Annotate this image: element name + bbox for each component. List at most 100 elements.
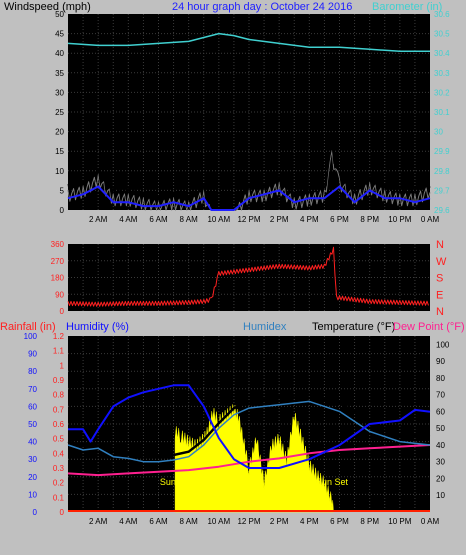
temp-x-tick: 4 AM bbox=[119, 517, 138, 526]
temp-x-tick: 10 PM bbox=[388, 517, 411, 526]
windspeed-series-line bbox=[67, 144, 431, 211]
wind-y-tick: 50 bbox=[55, 10, 64, 19]
temp-x-tick: 10 AM bbox=[207, 517, 230, 526]
humidity-y-tick: 90 bbox=[28, 350, 37, 359]
barometer-y-tick: 29.8 bbox=[434, 167, 450, 176]
direction-y-tick: 90 bbox=[55, 290, 64, 299]
temperature-y-tick: 50 bbox=[436, 424, 445, 433]
humidity-y-tick: 50 bbox=[28, 420, 37, 429]
wind-y-tick: 0 bbox=[60, 206, 65, 215]
sunrise-label: Sun Rise bbox=[160, 477, 197, 487]
dewpoint-axis-label: Dew Point (°F) bbox=[393, 321, 465, 333]
rainfall-y-tick: 0.2 bbox=[53, 479, 65, 488]
temp-x-tick: 8 AM bbox=[180, 517, 199, 526]
wind-x-tick: 8 AM bbox=[180, 215, 199, 224]
barometer-axis-label: Barometer (in) bbox=[372, 1, 442, 13]
compass-letter: E bbox=[436, 289, 443, 301]
dewpoint-series-line bbox=[67, 444, 431, 477]
rainfall-y-tick: 0.9 bbox=[53, 376, 65, 385]
rainfall-y-tick: 0.8 bbox=[53, 391, 65, 400]
direction-y-tick: 270 bbox=[51, 257, 65, 266]
temperature-y-tick: 100 bbox=[436, 340, 450, 349]
rainfall-y-tick: 0.1 bbox=[53, 493, 65, 502]
humidity-axis-label: Humidity (%) bbox=[66, 321, 129, 333]
rainfall-axis-label: Rainfall (in) bbox=[0, 321, 56, 333]
compass-letter: S bbox=[436, 273, 443, 285]
wind-y-tick: 30 bbox=[55, 88, 64, 97]
wind-axis-label: Windspeed (mph) bbox=[4, 1, 91, 13]
wind-x-tick: 10 PM bbox=[388, 215, 411, 224]
temperature-y-tick: 30 bbox=[436, 458, 445, 467]
wind-y-tick: 15 bbox=[55, 147, 64, 156]
barometer-series-line bbox=[67, 32, 430, 52]
humidex-series-line bbox=[67, 400, 431, 463]
wind-y-tick: 20 bbox=[55, 128, 64, 137]
barometer-y-tick: 30.6 bbox=[434, 10, 450, 19]
rainfall-y-tick: 0.6 bbox=[53, 420, 65, 429]
compass-letter: N bbox=[436, 239, 444, 251]
rainfall-y-tick: 1 bbox=[60, 361, 65, 370]
rainfall-y-tick: 0.3 bbox=[53, 464, 65, 473]
wind-direction-series-line bbox=[67, 246, 429, 307]
humidity-y-tick: 60 bbox=[28, 402, 37, 411]
humidity-series-line bbox=[68, 384, 431, 469]
avg-wind-series-line bbox=[67, 185, 431, 211]
direction-y-tick: 360 bbox=[51, 240, 65, 249]
barometer-y-tick: 29.7 bbox=[434, 186, 450, 195]
wind-y-tick: 10 bbox=[55, 167, 64, 176]
wind-y-tick: 5 bbox=[60, 186, 65, 195]
temperature-y-tick: 70 bbox=[436, 391, 445, 400]
humidity-y-tick: 0 bbox=[33, 508, 38, 517]
humidity-y-tick: 30 bbox=[28, 455, 37, 464]
temp-x-tick: 12 PM bbox=[237, 517, 260, 526]
temperature-y-tick: 60 bbox=[436, 407, 445, 416]
wind-x-tick: 2 AM bbox=[89, 215, 108, 224]
temp-x-tick: 6 AM bbox=[149, 517, 168, 526]
wind-x-tick: 4 PM bbox=[300, 215, 319, 224]
wind-y-tick: 40 bbox=[55, 49, 64, 58]
rainfall-y-tick: 0 bbox=[60, 508, 65, 517]
barometer-y-tick: 29.6 bbox=[434, 206, 450, 215]
wind-y-tick: 45 bbox=[55, 30, 64, 39]
wind-x-tick: 6 PM bbox=[330, 215, 349, 224]
barometer-y-tick: 30.5 bbox=[434, 30, 450, 39]
temp-x-tick: 2 PM bbox=[270, 517, 289, 526]
humidity-y-tick: 10 bbox=[28, 490, 37, 499]
gust-series-line bbox=[67, 150, 431, 211]
temperature-axis-label: Temperature (°F) bbox=[312, 321, 395, 333]
wind-x-tick: 6 AM bbox=[149, 215, 168, 224]
barometer-y-tick: 30 bbox=[434, 128, 443, 137]
humidity-y-tick: 100 bbox=[24, 332, 38, 341]
barometer-y-tick: 29.9 bbox=[434, 147, 450, 156]
rainfall-y-tick: 0.5 bbox=[53, 435, 65, 444]
humidity-y-tick: 70 bbox=[28, 385, 37, 394]
humidity-y-tick: 80 bbox=[28, 367, 37, 376]
temperature-y-tick: 40 bbox=[436, 441, 445, 450]
temperature-series-line bbox=[67, 393, 431, 458]
temp-x-tick: 2 AM bbox=[89, 517, 108, 526]
temperature-y-tick: 80 bbox=[436, 374, 445, 383]
compass-letter: N bbox=[436, 306, 444, 318]
temp-x-tick: 4 PM bbox=[300, 517, 319, 526]
chart-title: 24 hour graph day : October 24 2016 bbox=[172, 1, 352, 13]
wind-x-tick: 8 PM bbox=[360, 215, 379, 224]
direction-y-tick: 180 bbox=[51, 274, 65, 283]
rainfall-y-tick: 0.7 bbox=[53, 405, 65, 414]
temp-x-tick: 8 PM bbox=[360, 517, 379, 526]
wind-y-tick: 35 bbox=[55, 69, 64, 78]
wind-x-tick: 10 AM bbox=[207, 215, 230, 224]
barometer-y-tick: 30.2 bbox=[434, 88, 450, 97]
rainfall-y-tick: 0.4 bbox=[53, 449, 65, 458]
wind-x-tick: 4 AM bbox=[119, 215, 138, 224]
humidex-axis-label: Humidex bbox=[243, 321, 287, 333]
wind-x-tick: 0 AM bbox=[421, 215, 440, 224]
wind-x-tick: 2 PM bbox=[270, 215, 289, 224]
barometer-y-tick: 30.3 bbox=[434, 69, 450, 78]
rainfall-y-tick: 1.1 bbox=[53, 347, 65, 356]
direction-y-tick: 0 bbox=[60, 307, 65, 316]
temperature-y-tick: 90 bbox=[436, 357, 445, 366]
humidity-y-tick: 20 bbox=[28, 473, 37, 482]
wind-y-tick: 25 bbox=[55, 108, 64, 117]
temperature-y-tick: 20 bbox=[436, 474, 445, 483]
